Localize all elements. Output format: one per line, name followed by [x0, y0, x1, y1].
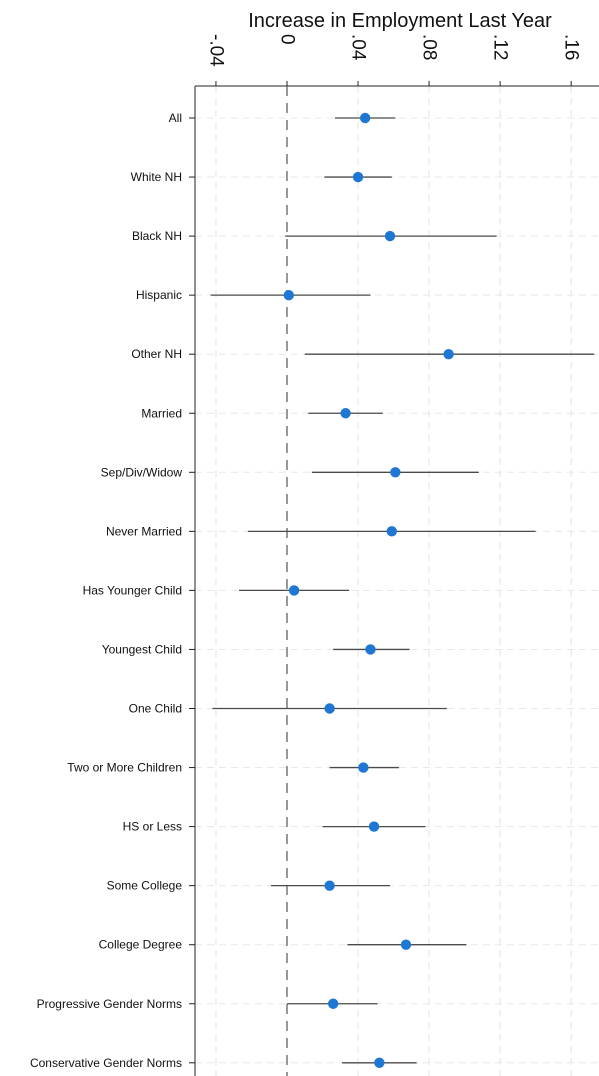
point-estimate — [443, 349, 454, 360]
row-some-college: Some College — [107, 879, 391, 893]
y-tick-label: Has Younger Child — [83, 583, 182, 597]
row-sep-div-widow: Sep/Div/Widow — [101, 465, 479, 479]
point-estimate — [368, 821, 380, 832]
row-white-nh: White NH — [131, 170, 392, 184]
point-estimate — [327, 998, 339, 1009]
point-estimate — [390, 467, 401, 478]
row-one-child: One Child — [129, 702, 447, 716]
y-tick-label: HS or Less — [123, 820, 182, 834]
y-tick-label: Two or More Children — [67, 761, 182, 775]
point-estimate — [324, 703, 335, 714]
point-estimate — [365, 644, 376, 655]
chart-title: Increase in Employment Last Year — [248, 10, 552, 32]
y-tick-label: Never Married — [106, 524, 182, 538]
y-tick-label: Conservative Gender Norms — [30, 1056, 182, 1070]
x-axis-ticks: -.04 0 .04 .08 .12 .16 — [205, 34, 582, 86]
row-hs-or-less: HS or Less — [123, 820, 426, 834]
point-estimate — [384, 230, 396, 242]
y-tick-label: White NH — [131, 170, 182, 184]
point-estimate — [358, 762, 369, 773]
row-college-degree: College Degree — [99, 938, 467, 952]
point-estimate — [340, 408, 351, 419]
x-tick-label: -.04 — [205, 34, 226, 67]
y-tick-label: Other NH — [131, 347, 182, 361]
y-tick-label: Progressive Gender Norms — [37, 997, 182, 1011]
point-estimate — [288, 585, 300, 596]
point-estimate — [352, 171, 364, 183]
point-estimate — [400, 939, 412, 950]
y-tick-label: One Child — [129, 702, 182, 716]
y-tick-label: Black NH — [132, 229, 182, 243]
y-tick-label: Married — [141, 406, 182, 420]
y-tick-label: Some College — [107, 879, 183, 893]
point-estimate — [374, 1057, 385, 1069]
row-two-or-more-children: Two or More Children — [67, 761, 399, 775]
gridlines — [195, 86, 599, 1076]
x-tick-label: .16 — [561, 34, 582, 60]
x-tick-label: .08 — [419, 34, 440, 60]
row-hispanic: Hispanic — [136, 288, 371, 302]
row-youngest-child: Youngest Child — [102, 642, 410, 656]
y-tick-label: Sep/Div/Widow — [101, 465, 183, 479]
point-estimate — [283, 289, 294, 301]
y-tick-label: All — [169, 111, 182, 125]
y-tick-label: Youngest Child — [102, 642, 182, 656]
y-tick-label: Hispanic — [136, 288, 182, 302]
row-conservative-gender-norms: Conservative Gender Norms — [30, 1056, 417, 1070]
x-tick-label: .12 — [490, 34, 511, 60]
row-progressive-gender-norms: Progressive Gender Norms — [37, 997, 378, 1011]
y-tick-label: College Degree — [99, 938, 183, 952]
estimate-rows: All White NH Black NH Hispanic Other NH Marri… — [30, 111, 595, 1070]
point-estimate — [359, 112, 371, 124]
x-tick-label: 0 — [277, 34, 298, 45]
row-black-nh: Black NH — [132, 229, 497, 243]
row-other-nh: Other NH — [131, 347, 595, 361]
row-married: Married — [141, 406, 383, 420]
point-estimate — [324, 880, 335, 891]
point-estimate — [386, 526, 397, 537]
x-tick-label: .04 — [348, 34, 369, 61]
row-has-younger-child: Has Younger Child — [83, 583, 350, 597]
row-all: All — [169, 111, 396, 125]
row-never-married: Never Married — [106, 524, 536, 538]
